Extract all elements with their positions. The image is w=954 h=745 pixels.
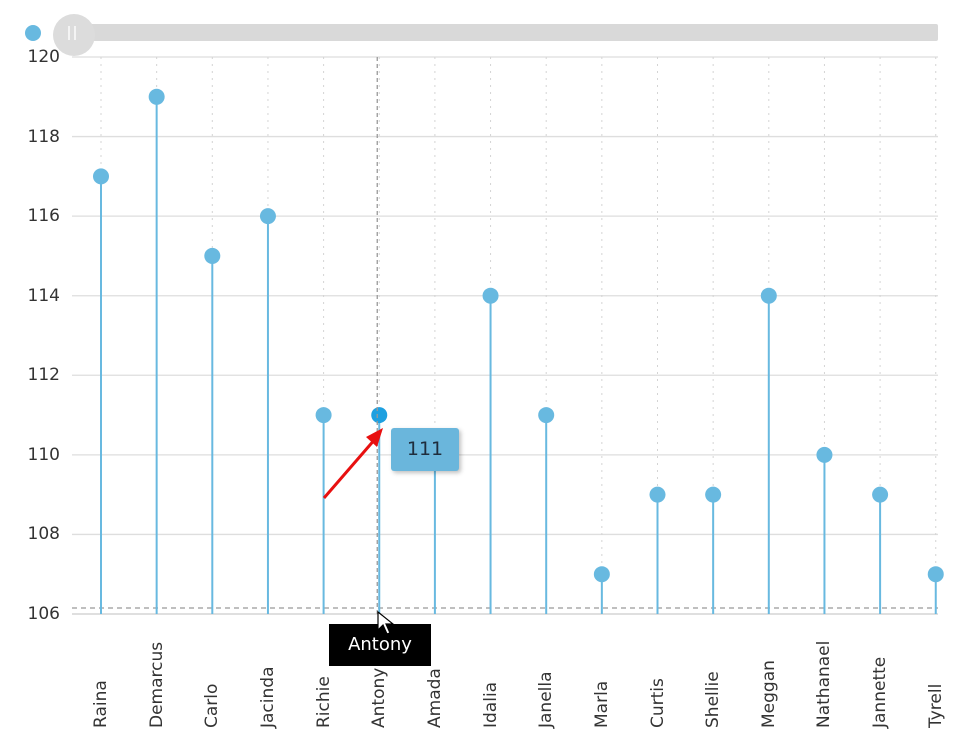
x-tick-label: Jannette	[870, 656, 891, 728]
grip-icon	[68, 26, 70, 40]
annotation-arrow	[322, 437, 378, 499]
lollipop-dot	[259, 208, 276, 225]
lollipop-dot	[315, 407, 332, 424]
arrow-head-icon	[366, 428, 383, 447]
x-tick-label: Tyrell	[925, 683, 946, 728]
y-tick-label: 108	[27, 524, 60, 545]
x-tick-label: Jacinda	[257, 666, 278, 728]
lollipop-dot	[705, 486, 722, 503]
lollipop-dot	[93, 168, 109, 185]
lollipop-dot	[538, 407, 555, 424]
lollipop-dot	[204, 247, 221, 264]
scrollbar-thumb[interactable]	[53, 14, 95, 56]
x-tick-label: Antony	[369, 667, 390, 728]
lollipop-dot	[927, 566, 944, 583]
y-tick-label: 112	[27, 365, 60, 386]
y-tick-label: 114	[27, 285, 60, 306]
mouse-cursor-icon	[377, 611, 395, 635]
category-tooltip: Antony	[329, 624, 431, 666]
x-tick-label: Meggan	[758, 660, 779, 728]
x-tick-label: Janella	[536, 671, 557, 728]
x-tick-label: Raina	[91, 680, 111, 728]
value-tooltip: 111	[391, 428, 459, 471]
y-tick-label: 110	[27, 444, 60, 465]
x-tick-label: Curtis	[647, 678, 668, 728]
lollipop-dot	[371, 407, 388, 424]
lollipop-dot	[760, 287, 777, 304]
x-tick-label: Shellie	[703, 671, 724, 728]
grip-icon	[74, 26, 76, 40]
x-tick-label: Amada	[424, 668, 445, 728]
x-tick-label: Idalia	[480, 681, 501, 728]
lollipop-dot	[482, 287, 499, 304]
lollipop-dot	[872, 486, 889, 503]
lollipop-dot	[148, 88, 165, 105]
y-tick-label: 120	[27, 47, 60, 67]
y-tick-label: 106	[27, 604, 60, 624]
lollipop-dot	[816, 446, 833, 463]
y-tick-label: 118	[27, 126, 60, 147]
horizontal-scrollbar-track[interactable]	[60, 24, 938, 41]
x-tick-label: Marla	[591, 680, 612, 728]
lollipop-dot	[649, 486, 666, 503]
lollipop-dot	[593, 566, 610, 583]
legend-series-marker[interactable]	[25, 25, 41, 41]
x-tick-label: Richie	[313, 676, 334, 728]
x-tick-label: Nathanael	[814, 640, 835, 728]
y-tick-label: 116	[27, 206, 60, 227]
x-tick-label: Demarcus	[146, 641, 167, 728]
x-tick-label: Carlo	[202, 683, 223, 728]
